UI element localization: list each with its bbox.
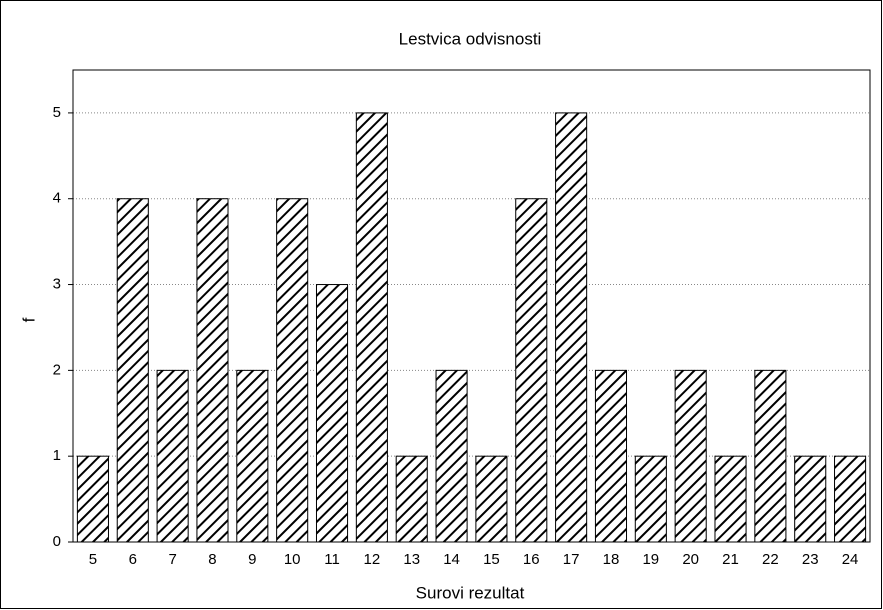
x-tick-label: 22 bbox=[762, 551, 779, 568]
y-tick-label: 0 bbox=[53, 533, 61, 550]
x-tick-label: 17 bbox=[563, 551, 580, 568]
chart-title: Lestvica odvisnosti bbox=[399, 29, 542, 48]
bar bbox=[475, 455, 508, 543]
plot-area bbox=[72, 69, 871, 543]
bar bbox=[76, 455, 109, 543]
bar bbox=[634, 455, 667, 543]
x-tick-label: 15 bbox=[483, 551, 500, 568]
y-tick-label: 2 bbox=[53, 361, 61, 378]
x-tick-label: 6 bbox=[129, 551, 137, 568]
bar bbox=[594, 369, 628, 543]
x-tick-label: 13 bbox=[403, 551, 420, 568]
bar bbox=[555, 112, 588, 543]
bar bbox=[116, 198, 149, 543]
x-tick-label: 24 bbox=[842, 551, 859, 568]
x-tick-label: 9 bbox=[248, 551, 256, 568]
y-tick-label: 3 bbox=[53, 276, 61, 293]
y-axis-label: f bbox=[19, 317, 38, 322]
x-tick-label: 14 bbox=[443, 551, 460, 568]
bar bbox=[794, 455, 827, 543]
x-axis-label: Surovi rezultat bbox=[416, 583, 525, 602]
y-tick-label: 4 bbox=[53, 190, 61, 207]
bar bbox=[315, 284, 349, 543]
bar bbox=[355, 112, 388, 543]
bar bbox=[674, 369, 707, 543]
y-tick-label: 1 bbox=[53, 447, 61, 464]
bar bbox=[754, 369, 787, 543]
x-tick-label: 10 bbox=[284, 551, 301, 568]
x-tick-label: 20 bbox=[682, 551, 699, 568]
x-tick-label: 18 bbox=[603, 551, 620, 568]
bar bbox=[196, 198, 229, 543]
bar bbox=[236, 369, 269, 543]
bar bbox=[435, 369, 468, 543]
x-tick-label: 23 bbox=[802, 551, 819, 568]
x-tick-label: 7 bbox=[168, 551, 176, 568]
x-tick-label: 16 bbox=[523, 551, 540, 568]
bar bbox=[834, 455, 867, 543]
x-tick-label: 12 bbox=[364, 551, 381, 568]
x-tick-label: 8 bbox=[208, 551, 216, 568]
y-tick-label: 5 bbox=[53, 104, 61, 121]
bar bbox=[515, 198, 548, 543]
bar bbox=[714, 455, 747, 543]
bar bbox=[276, 198, 309, 543]
bar bbox=[395, 455, 428, 543]
bar bbox=[156, 369, 189, 543]
x-tick-label: 21 bbox=[722, 551, 739, 568]
x-tick-label: 5 bbox=[89, 551, 97, 568]
x-tick-label: 19 bbox=[642, 551, 659, 568]
x-tick-label: 11 bbox=[324, 551, 340, 568]
